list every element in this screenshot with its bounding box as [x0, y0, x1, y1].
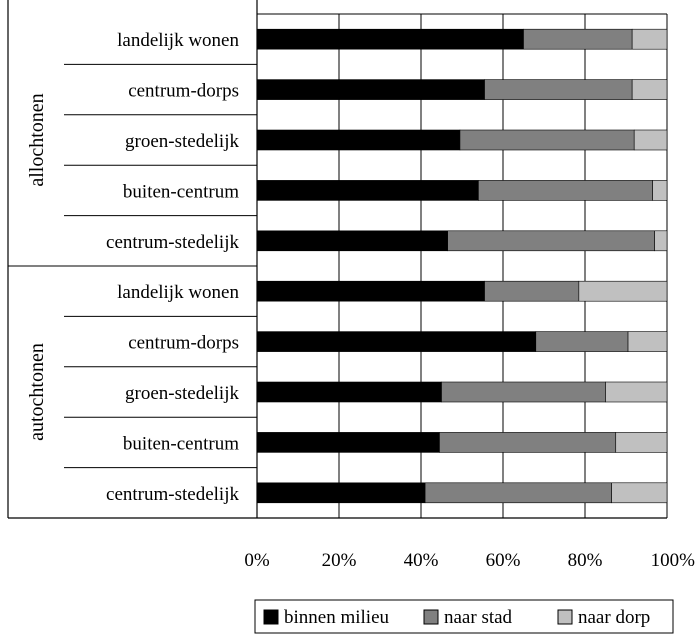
bars — [256, 28, 668, 504]
legend-label: naar stad — [444, 607, 513, 628]
bar-segment — [627, 331, 668, 352]
x-tick-labels: 0% 20% 40% 60% 80% 100% — [244, 550, 695, 571]
legend-label: binnen milieu — [284, 607, 390, 628]
x-tick-label: 100% — [651, 550, 696, 571]
bar-segment — [424, 482, 612, 504]
x-tick-label: 60% — [486, 550, 521, 571]
bar-segment — [484, 79, 633, 100]
x-tick-label: 0% — [244, 550, 270, 571]
bar-segment — [439, 432, 617, 453]
bar-segment — [652, 180, 668, 201]
bar-segment — [256, 79, 485, 100]
bar-segment — [631, 79, 668, 100]
category-label: centrum-dorps — [128, 333, 239, 354]
bar-segment — [633, 129, 668, 151]
bar-segment — [484, 280, 580, 302]
bar-segment — [611, 482, 668, 504]
legend-swatch — [557, 609, 573, 625]
bar-segment — [523, 28, 633, 50]
x-tick-label: 80% — [568, 550, 603, 571]
category-label: buiten-centrum — [123, 433, 239, 454]
bar-segment — [631, 28, 668, 50]
category-label: centrum-dorps — [128, 81, 239, 102]
legend-label: naar dorp — [578, 607, 650, 628]
bar-segment — [256, 28, 524, 50]
axes — [7, 0, 667, 519]
legend-box — [254, 599, 674, 634]
legend-swatch — [423, 609, 439, 625]
category-label: groen-stedelijk — [125, 131, 239, 152]
bar-segment — [578, 280, 668, 302]
category-label: landelijk wonen — [117, 282, 239, 303]
bar-segment — [441, 381, 606, 403]
bar-segment — [654, 230, 668, 252]
legend: binnen milieu naar stad naar dorp — [254, 599, 674, 634]
bar-segment — [478, 180, 653, 201]
bar-segment — [535, 331, 629, 352]
bar-segment — [256, 331, 537, 352]
category-label: centrum-stedelijk — [106, 484, 239, 505]
x-tick-label: 40% — [404, 550, 439, 571]
category-label: groen-stedelijk — [125, 383, 239, 404]
category-label: buiten-centrum — [123, 181, 239, 202]
bar-segment — [447, 230, 655, 252]
bar-segment — [615, 432, 668, 453]
x-tick-label: 20% — [322, 550, 357, 571]
bar-segment — [256, 129, 461, 151]
bar-segment — [605, 381, 668, 403]
category-label: centrum-stedelijk — [106, 232, 239, 253]
bar-segment — [256, 280, 485, 302]
bar-segment — [256, 230, 448, 252]
group-label: autochtonen — [26, 343, 48, 441]
category-labels: landelijk wonen centrum-dorps groen-stedel… — [26, 30, 239, 505]
legend-swatch — [263, 609, 279, 625]
bar-segment — [256, 432, 440, 453]
bar-segment — [256, 381, 442, 403]
group-label: allochtonen — [26, 93, 48, 186]
bar-segment — [256, 180, 479, 201]
bar-segment — [256, 482, 426, 504]
category-label: landelijk wonen — [117, 30, 239, 51]
bar-segment — [459, 129, 635, 151]
